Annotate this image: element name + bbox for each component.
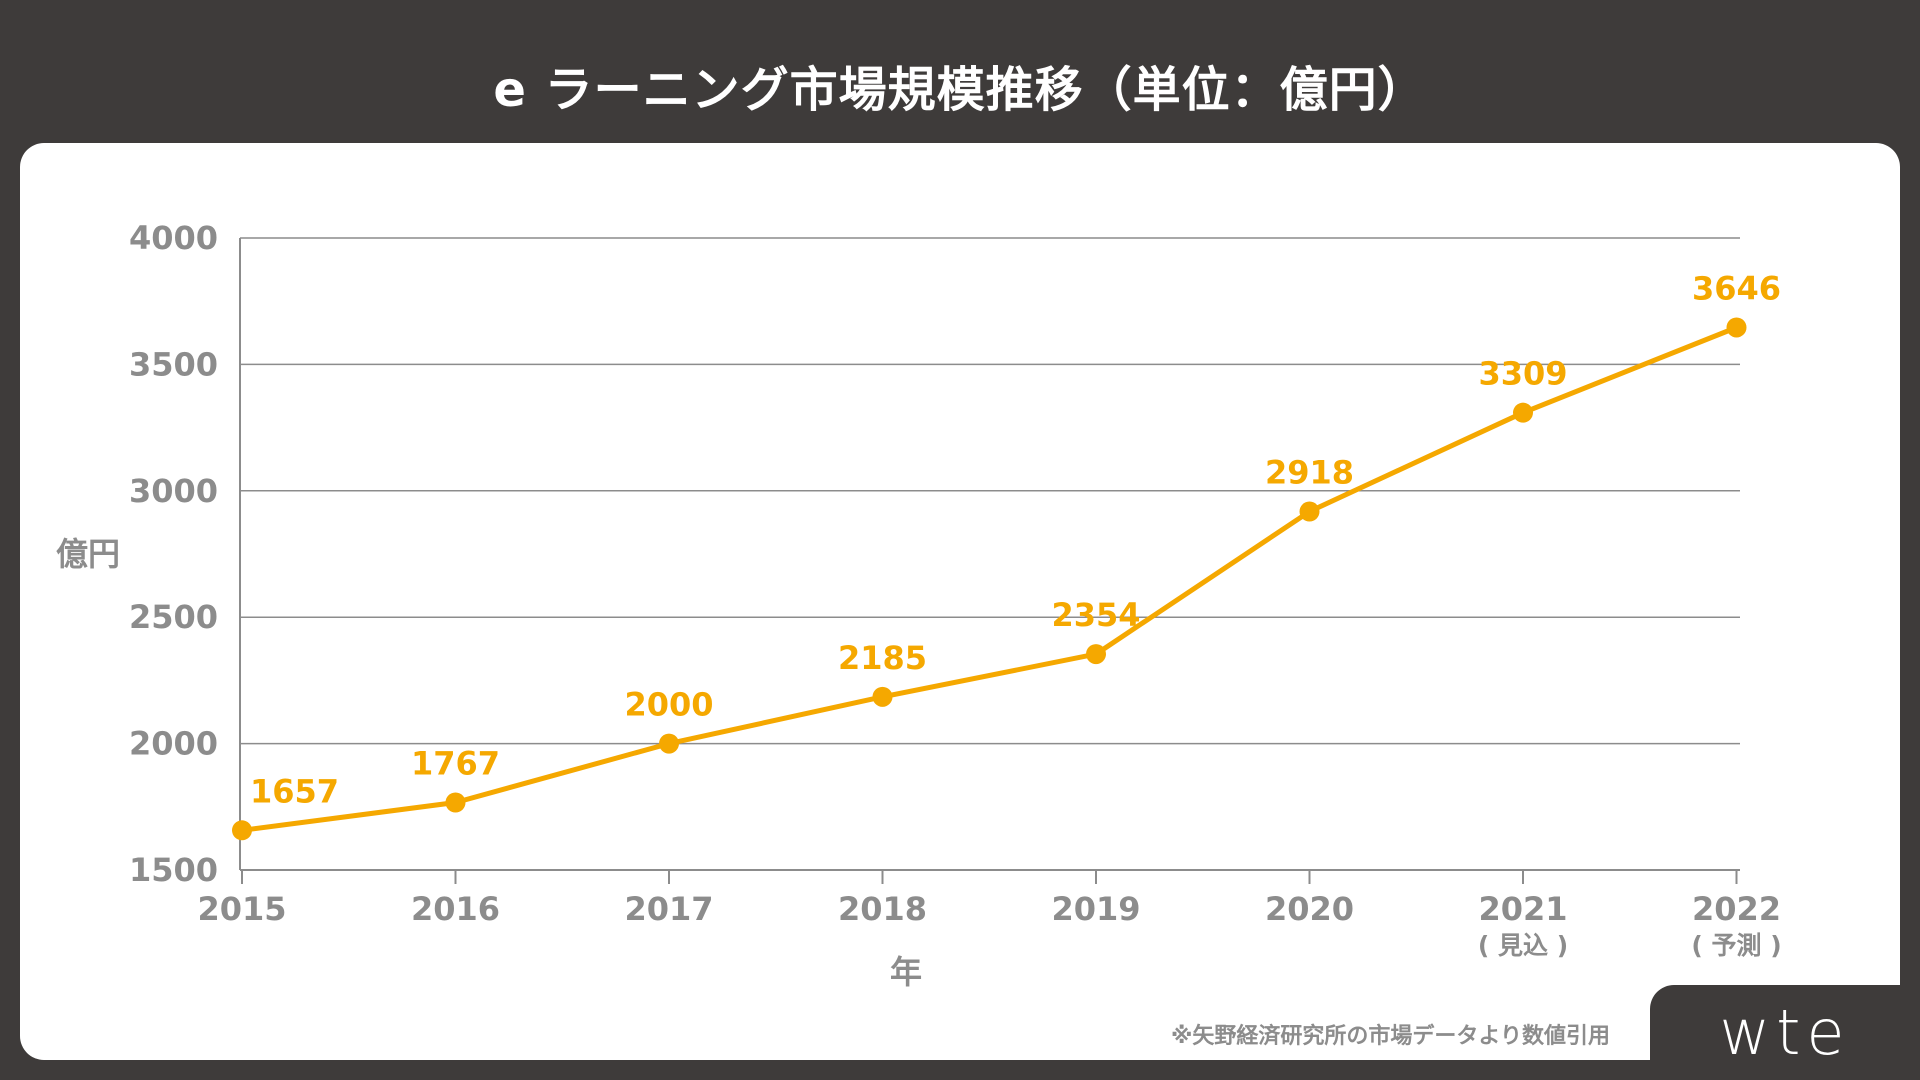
y-tick-label: 2500 — [129, 598, 218, 636]
data-label: 3309 — [1478, 355, 1567, 393]
data-point — [1299, 501, 1320, 522]
data-point — [872, 686, 893, 707]
y-axis-label: 億円 — [56, 535, 120, 573]
data-label: 2000 — [624, 686, 713, 724]
x-tick-label: 2017 — [624, 890, 713, 928]
data-label: 3646 — [1692, 269, 1781, 307]
y-tick-label: 3000 — [129, 472, 218, 510]
y-tick-label: 1500 — [129, 851, 218, 889]
data-label: 2185 — [838, 639, 927, 677]
data-label: 1657 — [250, 772, 339, 810]
x-tick-label: 2021 — [1478, 890, 1567, 928]
x-tick-sublabel: ( 予測 ) — [1691, 931, 1781, 960]
x-tick-sublabel: ( 見込 ) — [1478, 931, 1568, 960]
y-tick-label: 4000 — [129, 219, 218, 257]
brand-logo: wte — [1719, 996, 1851, 1069]
x-tick-label: 2015 — [197, 890, 286, 928]
data-point — [1726, 317, 1747, 338]
x-tick-label: 2018 — [838, 890, 927, 928]
chart-panel — [20, 143, 1900, 1060]
x-tick-label: 2016 — [411, 890, 500, 928]
x-axis-label: 年 — [890, 953, 922, 991]
data-point — [1513, 402, 1533, 423]
chart-title: e ラーニング市場規模推移（単位：億円） — [493, 62, 1427, 118]
data-label: 2354 — [1051, 596, 1140, 634]
y-tick-label: 2000 — [129, 725, 218, 763]
data-point — [232, 820, 252, 841]
data-point — [445, 792, 466, 813]
y-tick-label: 3500 — [129, 345, 218, 383]
data-point — [1086, 644, 1106, 665]
x-tick-label: 2022 — [1692, 890, 1781, 928]
data-label: 2918 — [1265, 454, 1354, 492]
brand-box: wte — [1650, 985, 1920, 1080]
data-label: 1767 — [411, 745, 500, 783]
series-line — [239, 324, 1739, 833]
x-tick-label: 2019 — [1051, 890, 1140, 928]
x-tick-label: 2020 — [1265, 890, 1354, 928]
data-point — [659, 733, 679, 754]
source-note: ※矢野経済研究所の市場データより数値引用 — [1171, 1024, 1610, 1049]
